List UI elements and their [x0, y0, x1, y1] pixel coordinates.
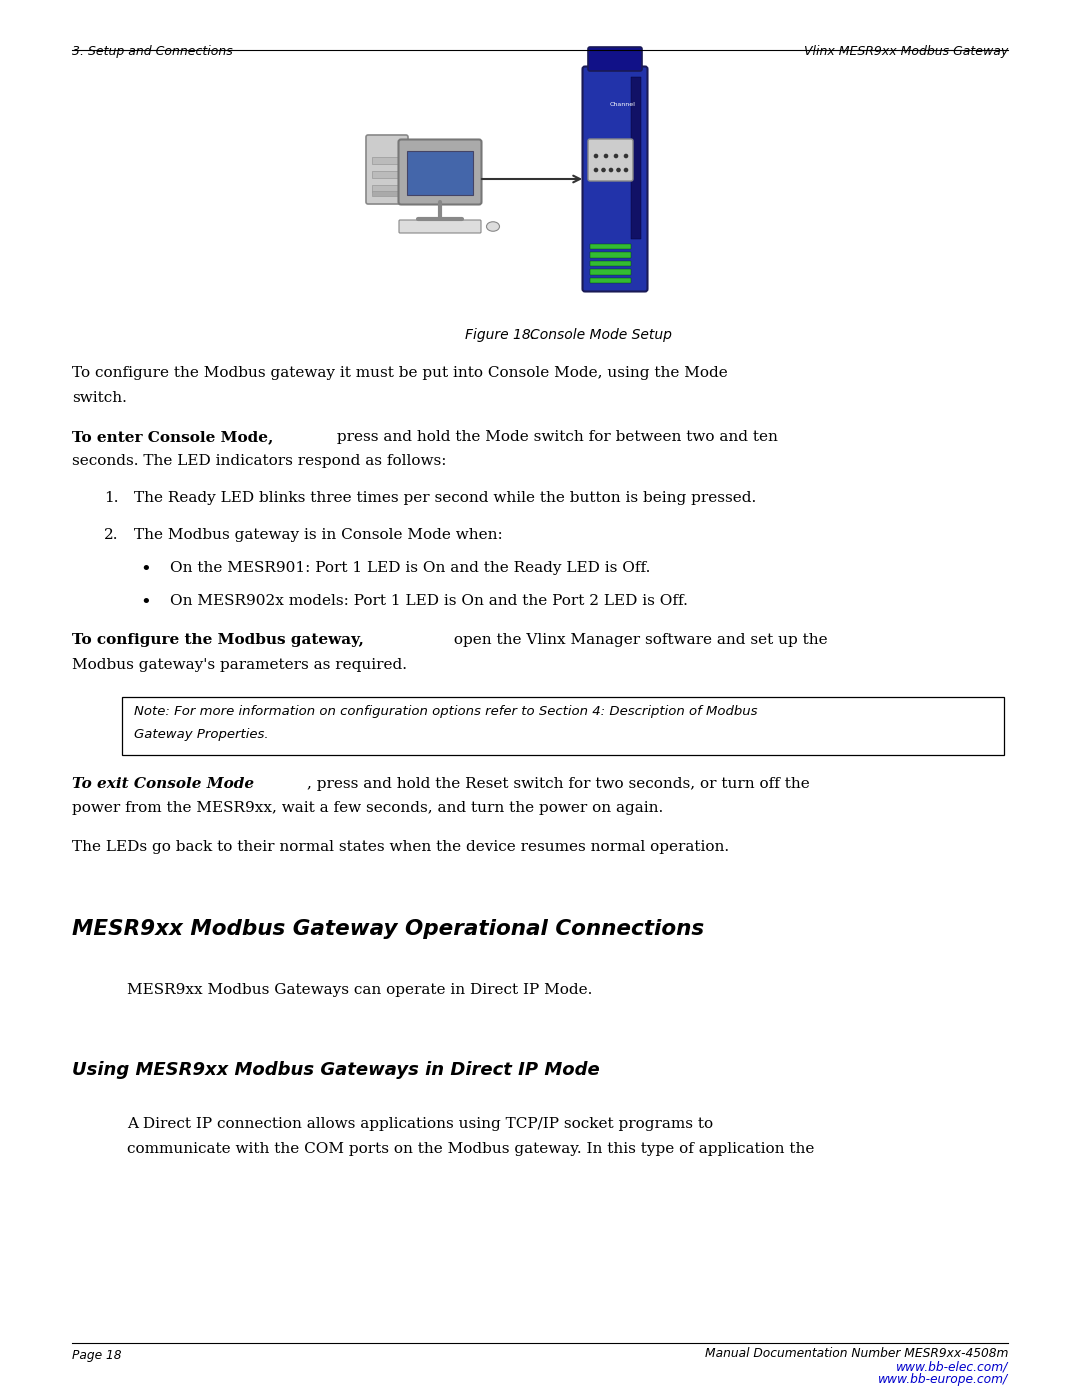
Bar — [372, 191, 402, 196]
Text: power from the MESR9xx, wait a few seconds, and turn the power on again.: power from the MESR9xx, wait a few secon… — [72, 802, 663, 816]
Text: 3. Setup and Connections: 3. Setup and Connections — [72, 45, 233, 57]
Text: To exit Console Mode: To exit Console Mode — [72, 777, 254, 791]
Text: To enter Console Mode,: To enter Console Mode, — [72, 430, 273, 444]
Bar — [372, 156, 402, 163]
Text: 2.: 2. — [104, 528, 119, 542]
Text: seconds. The LED indicators respond as follows:: seconds. The LED indicators respond as f… — [72, 454, 446, 468]
Circle shape — [624, 155, 627, 158]
Text: www.bb-elec.com/: www.bb-elec.com/ — [895, 1361, 1008, 1373]
Text: Console Mode Setup: Console Mode Setup — [530, 328, 672, 342]
Circle shape — [617, 169, 620, 172]
Text: communicate with the COM ports on the Modbus gateway. In this type of applicatio: communicate with the COM ports on the Mo… — [127, 1141, 814, 1155]
Text: The Ready LED blinks three times per second while the button is being pressed.: The Ready LED blinks three times per sec… — [134, 490, 756, 504]
Text: On MESR902x models: Port 1 LED is On and the Port 2 LED is Off.: On MESR902x models: Port 1 LED is On and… — [170, 594, 688, 608]
Text: MESR9xx Modbus Gateway Operational Connections: MESR9xx Modbus Gateway Operational Conne… — [72, 919, 704, 939]
FancyBboxPatch shape — [588, 138, 633, 182]
Circle shape — [594, 155, 597, 158]
Text: •: • — [140, 594, 151, 612]
FancyBboxPatch shape — [366, 136, 408, 204]
Text: , press and hold the Reset switch for two seconds, or turn off the: , press and hold the Reset switch for tw… — [307, 777, 810, 791]
Bar — [372, 184, 402, 191]
Text: Note: For more information on configuration options refer to Section 4: Descript: Note: For more information on configurat… — [134, 704, 757, 718]
Ellipse shape — [486, 222, 500, 232]
FancyBboxPatch shape — [582, 67, 648, 292]
Text: •: • — [140, 560, 151, 578]
FancyBboxPatch shape — [399, 219, 481, 233]
Text: 1.: 1. — [104, 490, 119, 504]
Bar — [122, 697, 1004, 754]
Text: To configure the Modbus gateway,: To configure the Modbus gateway, — [72, 633, 364, 647]
Text: Manual Documentation Number MESR9xx-4508m: Manual Documentation Number MESR9xx-4508… — [704, 1347, 1008, 1361]
Circle shape — [605, 155, 608, 158]
Circle shape — [624, 169, 627, 172]
Text: MESR9xx Modbus Gateways can operate in Direct IP Mode.: MESR9xx Modbus Gateways can operate in D… — [127, 982, 592, 996]
FancyBboxPatch shape — [588, 47, 642, 71]
Circle shape — [602, 169, 605, 172]
Bar — [590, 270, 631, 274]
Bar — [590, 251, 631, 257]
Bar — [590, 278, 631, 284]
Text: Vlinx MESR9xx Modbus Gateway: Vlinx MESR9xx Modbus Gateway — [804, 45, 1008, 57]
Bar — [631, 77, 642, 239]
Text: Page 18: Page 18 — [72, 1350, 121, 1362]
Circle shape — [609, 169, 612, 172]
Text: The Modbus gateway is in Console Mode when:: The Modbus gateway is in Console Mode wh… — [134, 528, 503, 542]
Text: A Direct IP connection allows applications using TCP/IP socket programs to: A Direct IP connection allows applicatio… — [127, 1118, 713, 1132]
Text: Channel: Channel — [610, 102, 636, 108]
Text: www.bb-europe.com/: www.bb-europe.com/ — [878, 1373, 1008, 1386]
Circle shape — [615, 155, 618, 158]
Circle shape — [594, 169, 597, 172]
Bar — [590, 243, 631, 249]
Text: press and hold the Mode switch for between two and ten: press and hold the Mode switch for betwe… — [332, 430, 778, 444]
Text: On the MESR901: Port 1 LED is On and the Ready LED is Off.: On the MESR901: Port 1 LED is On and the… — [170, 560, 650, 574]
Bar — [372, 170, 402, 177]
Text: switch.: switch. — [72, 391, 126, 405]
Text: The LEDs go back to their normal states when the device resumes normal operation: The LEDs go back to their normal states … — [72, 841, 729, 855]
Text: Figure 18.: Figure 18. — [465, 328, 535, 342]
Text: open the Vlinx Manager software and set up the: open the Vlinx Manager software and set … — [448, 633, 827, 647]
Text: Using MESR9xx Modbus Gateways in Direct IP Mode: Using MESR9xx Modbus Gateways in Direct … — [72, 1060, 599, 1078]
FancyBboxPatch shape — [399, 140, 482, 204]
Bar — [590, 260, 631, 265]
Text: Gateway Properties.: Gateway Properties. — [134, 728, 269, 740]
Text: Modbus gateway's parameters as required.: Modbus gateway's parameters as required. — [72, 658, 407, 672]
Text: To configure the Modbus gateway it must be put into Console Mode, using the Mode: To configure the Modbus gateway it must … — [72, 366, 728, 380]
Bar — [407, 151, 473, 196]
